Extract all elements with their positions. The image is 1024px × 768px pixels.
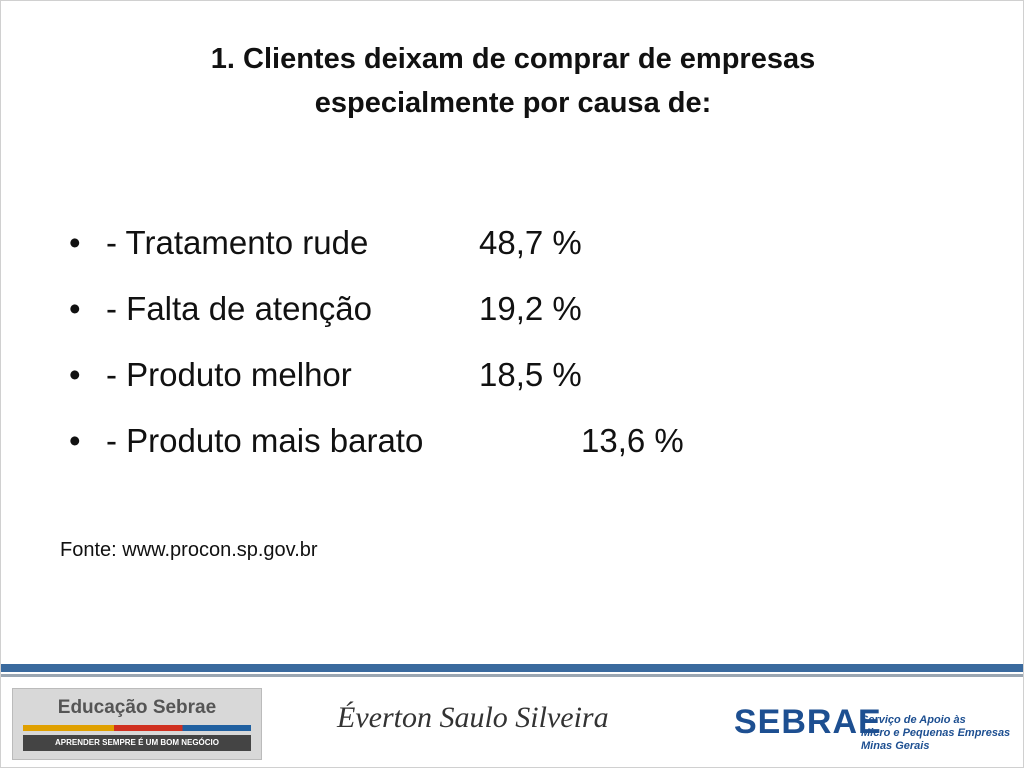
logo-sub-line: Minas Gerais <box>861 740 930 752</box>
bullet-dot: • <box>69 356 81 393</box>
bullet-dot: • <box>69 224 81 261</box>
title-line: 1. Clientes deixam de comprar de empresa… <box>210 43 816 75</box>
bullet-dot: • <box>69 290 81 327</box>
item-value: 48,7 % <box>479 224 582 261</box>
item-label: - Produto melhor <box>106 356 352 393</box>
item-label: - Falta de atenção <box>106 290 372 327</box>
logo-sebrae-sub: Serviço de Apoio às Micro e Pequenas Emp… <box>861 714 1021 753</box>
logo-slogan: APRENDER SEMPRE É UM BOM NEGÓCIO <box>23 735 251 751</box>
logo-bar <box>23 725 251 731</box>
stripe <box>1 664 1023 672</box>
logo-educacao-sebrae: Educação Sebrae APRENDER SEMPRE É UM BOM… <box>12 688 262 760</box>
source: Fonte: www.procon.sp.gov.br <box>60 539 318 561</box>
logo-sebrae: SEBRAE <box>734 703 882 741</box>
item-value: 13,6 % <box>581 422 684 459</box>
bullet-dot: • <box>69 422 81 459</box>
item-label: - Tratamento rude <box>106 224 369 261</box>
item-value: 18,5 % <box>479 356 582 393</box>
signature: Éverton Saulo Silveira <box>337 701 609 734</box>
title: 1. Clientes deixam de comprar de empresa… <box>101 37 925 125</box>
item-value: 19,2 % <box>479 290 582 327</box>
item-label: - Produto mais barato <box>106 422 424 459</box>
logo-sub-line: Serviço de Apoio às <box>861 714 966 726</box>
logo-sub-line: Micro e Pequenas Empresas <box>861 727 1011 739</box>
title-line: especialmente por causa de: <box>314 87 712 119</box>
stripe <box>1 674 1023 677</box>
logo-title: Educação Sebrae <box>57 697 217 718</box>
